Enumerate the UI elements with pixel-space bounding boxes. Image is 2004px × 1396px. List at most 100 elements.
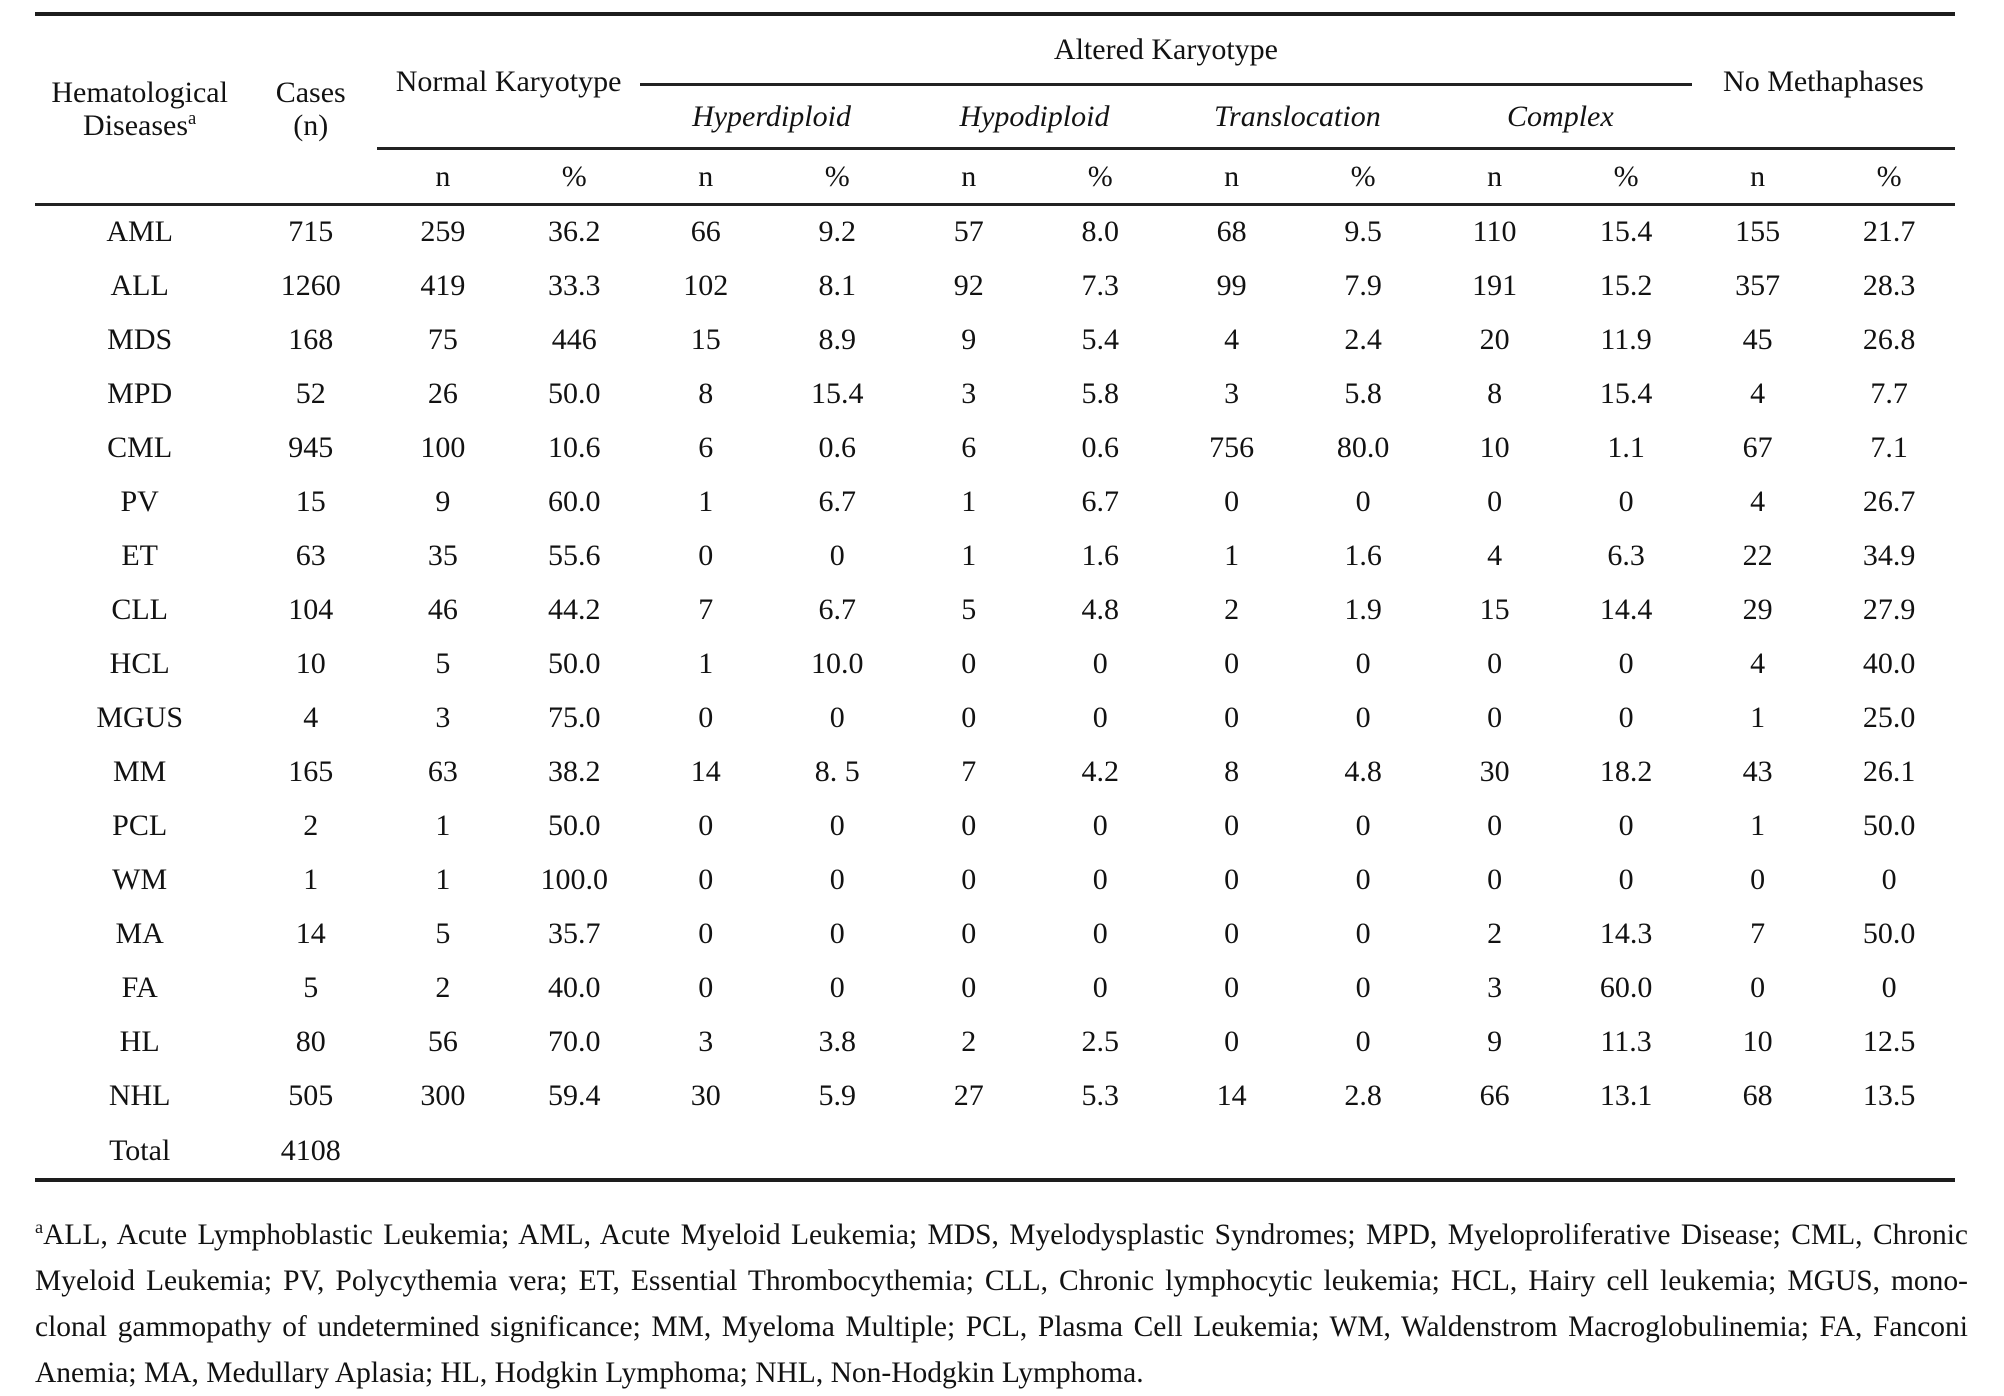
disease-cell: AML <box>106 215 173 249</box>
value-cell: 15.4 <box>1599 215 1653 249</box>
value-cell: 13.1 <box>1599 1078 1653 1112</box>
header-pct: % <box>1297 148 1429 206</box>
value-cell: 6.7 <box>818 484 857 518</box>
cases-cell: 4 <box>303 700 319 734</box>
value-cell: 100.0 <box>540 862 609 896</box>
value-cell: 0 <box>1355 484 1371 518</box>
value-cell: 1 <box>435 808 451 842</box>
cases-cell: 104 <box>288 592 334 626</box>
value-cell: 50.0 <box>1862 808 1916 842</box>
value-cell: 4.8 <box>1344 754 1382 788</box>
header-pct: % <box>771 148 903 206</box>
value-cell: 0 <box>829 916 845 950</box>
value-cell: 80.0 <box>1336 430 1390 464</box>
footnote-sup: a <box>35 1217 44 1238</box>
disease-cell: FA <box>121 970 158 1004</box>
cases-cell: 80 <box>295 1024 326 1058</box>
value-cell: 15.2 <box>1599 268 1653 302</box>
header-pct: % <box>508 148 641 206</box>
value-cell: 10 <box>1479 430 1510 464</box>
cases-cell: 1260 <box>280 268 341 302</box>
cases-cell: 15 <box>295 484 326 518</box>
table-row: FA 5 2 40.0 0 0 0 0 0 0 3 60.0 0 0 <box>35 960 1955 1014</box>
value-cell: 0.6 <box>818 430 857 464</box>
value-cell: 56 <box>427 1024 458 1058</box>
value-cell: 14.4 <box>1599 592 1653 626</box>
value-cell: 75.0 <box>548 700 601 734</box>
value-cell: 0 <box>1487 862 1503 896</box>
header-disease-line2: Diseasesa <box>83 108 197 143</box>
value-cell: 0 <box>1092 646 1108 680</box>
value-cell: 0 <box>961 700 977 734</box>
cases-cell: 715 <box>288 215 334 249</box>
value-cell: 66 <box>690 215 721 249</box>
disease-cell: NHL <box>108 1078 171 1112</box>
disease-cell: CLL <box>111 592 168 626</box>
value-cell: 75 <box>427 322 458 356</box>
value-cell: 0 <box>1092 700 1108 734</box>
header-n: n <box>902 148 1035 206</box>
value-cell: 0 <box>829 808 845 842</box>
value-cell: 8. 5 <box>814 754 860 788</box>
value-cell: 50.0 <box>548 808 601 842</box>
header-complex: Complex <box>1428 84 1692 150</box>
value-cell: 10 <box>1742 1024 1773 1058</box>
value-cell: 5.8 <box>1344 376 1382 410</box>
value-cell: 0 <box>961 970 977 1004</box>
value-cell: 1 <box>961 538 977 572</box>
header-hyperdiploid: Hyperdiploid <box>640 84 903 150</box>
value-cell: 40.0 <box>548 970 601 1004</box>
footnote-line: Myeloid Leukemia; PV, Polycythemia vera;… <box>35 1265 1968 1297</box>
value-cell: 25.0 <box>1862 700 1916 734</box>
value-cell: 0 <box>1224 646 1240 680</box>
value-cell: 1 <box>1750 808 1766 842</box>
header-n: n <box>1691 148 1824 206</box>
value-cell: 0 <box>1618 484 1634 518</box>
value-cell: 0 <box>698 700 714 734</box>
value-cell: 0 <box>1224 484 1240 518</box>
value-cell: 110 <box>1472 215 1517 249</box>
value-cell: 0 <box>829 970 845 1004</box>
header-cases: Cases (n) <box>244 14 378 206</box>
value-cell: 4 <box>1487 538 1503 572</box>
karyotype-table: Hematological Diseasesa Cases (n) Normal… <box>35 12 1955 1182</box>
value-cell: 2 <box>1224 592 1240 626</box>
value-cell: 14 <box>690 754 721 788</box>
header-pct: % <box>1560 148 1692 206</box>
value-cell: 5 <box>961 592 977 626</box>
value-cell: 10.0 <box>811 646 864 680</box>
header-disease-line1: Hematological <box>51 76 228 110</box>
value-cell: 1.1 <box>1607 430 1645 464</box>
value-cell: 20 <box>1479 322 1510 356</box>
table-row: PV 15 9 60.0 1 6.7 1 6.7 0 0 0 0 4 26.7 <box>35 474 1955 528</box>
table-row: ET 63 35 55.6 0 0 1 1.6 1 1.6 4 6.3 22 34.9 <box>35 528 1955 582</box>
value-cell: 15 <box>1479 592 1510 626</box>
value-cell: 6.7 <box>818 592 857 626</box>
value-cell: 300 <box>420 1078 466 1112</box>
value-cell: 8 <box>1487 376 1503 410</box>
disease-cell: HL <box>119 1024 160 1058</box>
value-cell: 8 <box>1224 754 1240 788</box>
value-cell: 0 <box>1355 970 1371 1004</box>
value-cell: 60.0 <box>1599 970 1653 1004</box>
table-row: NHL 505 300 59.4 30 5.9 27 5.3 14 2.8 66 13.1 68 13.5 <box>35 1068 1955 1122</box>
table-row: HCL 10 5 50.0 1 10.0 0 0 0 0 0 0 4 40.0 <box>35 636 1955 690</box>
cases-cell: 14 <box>295 916 326 950</box>
value-cell: 0 <box>698 538 714 572</box>
value-cell: 3 <box>435 700 451 734</box>
value-cell: 1.9 <box>1344 592 1382 626</box>
value-cell: 1 <box>1224 538 1240 572</box>
empty-cell <box>1691 1122 1824 1182</box>
value-cell: 9 <box>961 322 977 356</box>
table-row: MPD 52 26 50.0 8 15.4 3 5.8 3 5.8 8 15.4 4 7.7 <box>35 366 1955 420</box>
value-cell: 0 <box>1750 970 1766 1004</box>
value-cell: 5.3 <box>1081 1078 1119 1112</box>
value-cell: 60.0 <box>548 484 601 518</box>
value-cell: 46 <box>427 592 458 626</box>
value-cell: 7.7 <box>1870 376 1908 410</box>
empty-cell <box>771 1122 903 1182</box>
value-cell: 15.4 <box>1599 376 1653 410</box>
value-cell: 0 <box>1355 700 1371 734</box>
disease-cell: ALL <box>110 268 169 302</box>
disease-cell: PV <box>120 484 159 518</box>
